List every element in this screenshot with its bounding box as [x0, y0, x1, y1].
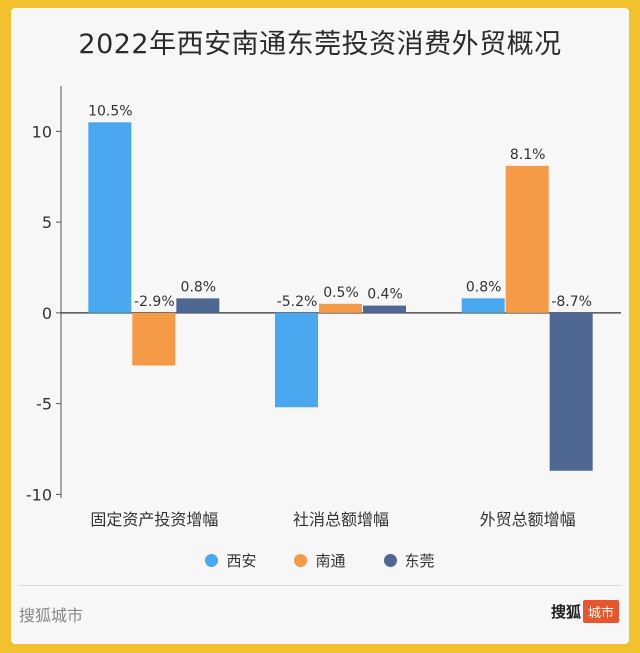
data-label: -5.2% — [277, 294, 318, 310]
legend-swatch-dongguan — [383, 554, 397, 567]
y-tick-label: -5 — [36, 395, 52, 414]
footer-divider — [19, 585, 621, 586]
bar — [461, 298, 505, 313]
bar — [88, 122, 132, 313]
bar — [505, 165, 549, 313]
chart-title: 2022年西安南通东莞投资消费外贸概况 — [78, 29, 562, 60]
bar-chart: 10 5 0 -5 -10 10.5% -2.9% 0.8% 固定资产投资增幅 -5.2% 0.5%… — [26, 86, 621, 529]
data-label: -8.7% — [551, 294, 592, 310]
bar — [363, 305, 406, 313]
data-label: 8.1% — [510, 147, 546, 163]
legend-item-dongguan[interactable]: 东莞 — [383, 550, 435, 571]
x-category-label: 固定资产投资增幅 — [90, 510, 218, 529]
data-label: 0.8% — [466, 279, 502, 295]
legend-label-dongguan: 东莞 — [404, 552, 435, 570]
legend-swatch-xian — [205, 554, 219, 567]
brand-logo: 搜狐 城市 — [551, 600, 619, 623]
legend-swatch-nantong — [294, 554, 308, 567]
y-tick-label: 10 — [32, 122, 52, 141]
bar — [275, 312, 318, 408]
bar — [549, 312, 593, 471]
x-category-label: 外贸总额增幅 — [480, 510, 576, 529]
data-label: -2.9% — [134, 294, 175, 310]
y-tick-label: -10 — [26, 485, 52, 504]
data-label: 10.5% — [88, 103, 132, 119]
legend-label-nantong: 南通 — [315, 552, 346, 570]
legend-item-nantong[interactable]: 南通 — [294, 550, 346, 571]
data-label: 0.4% — [367, 287, 403, 303]
legend-item-xian[interactable]: 西安 — [205, 550, 256, 571]
bar — [132, 312, 176, 366]
watermark-text: 搜狐城市 — [19, 606, 84, 625]
x-category-label: 社消总额增幅 — [293, 510, 389, 529]
y-tick-label: 5 — [42, 213, 52, 232]
brand-badge: 城市 — [582, 600, 619, 623]
bar — [319, 303, 362, 313]
legend-label-xian: 西安 — [226, 552, 257, 570]
data-label: 0.5% — [323, 285, 359, 301]
bar — [176, 298, 220, 313]
y-tick-label: 0 — [42, 304, 52, 323]
data-label: 0.8% — [181, 279, 217, 295]
brand-name: 搜狐 — [550, 603, 581, 621]
legend: 西安 南通 东莞 — [11, 550, 629, 571]
chart-card: 2022年西安南通东莞投资消费外贸概况 10 5 0 -5 -10 10.5% -2.9% 0… — [11, 8, 629, 644]
